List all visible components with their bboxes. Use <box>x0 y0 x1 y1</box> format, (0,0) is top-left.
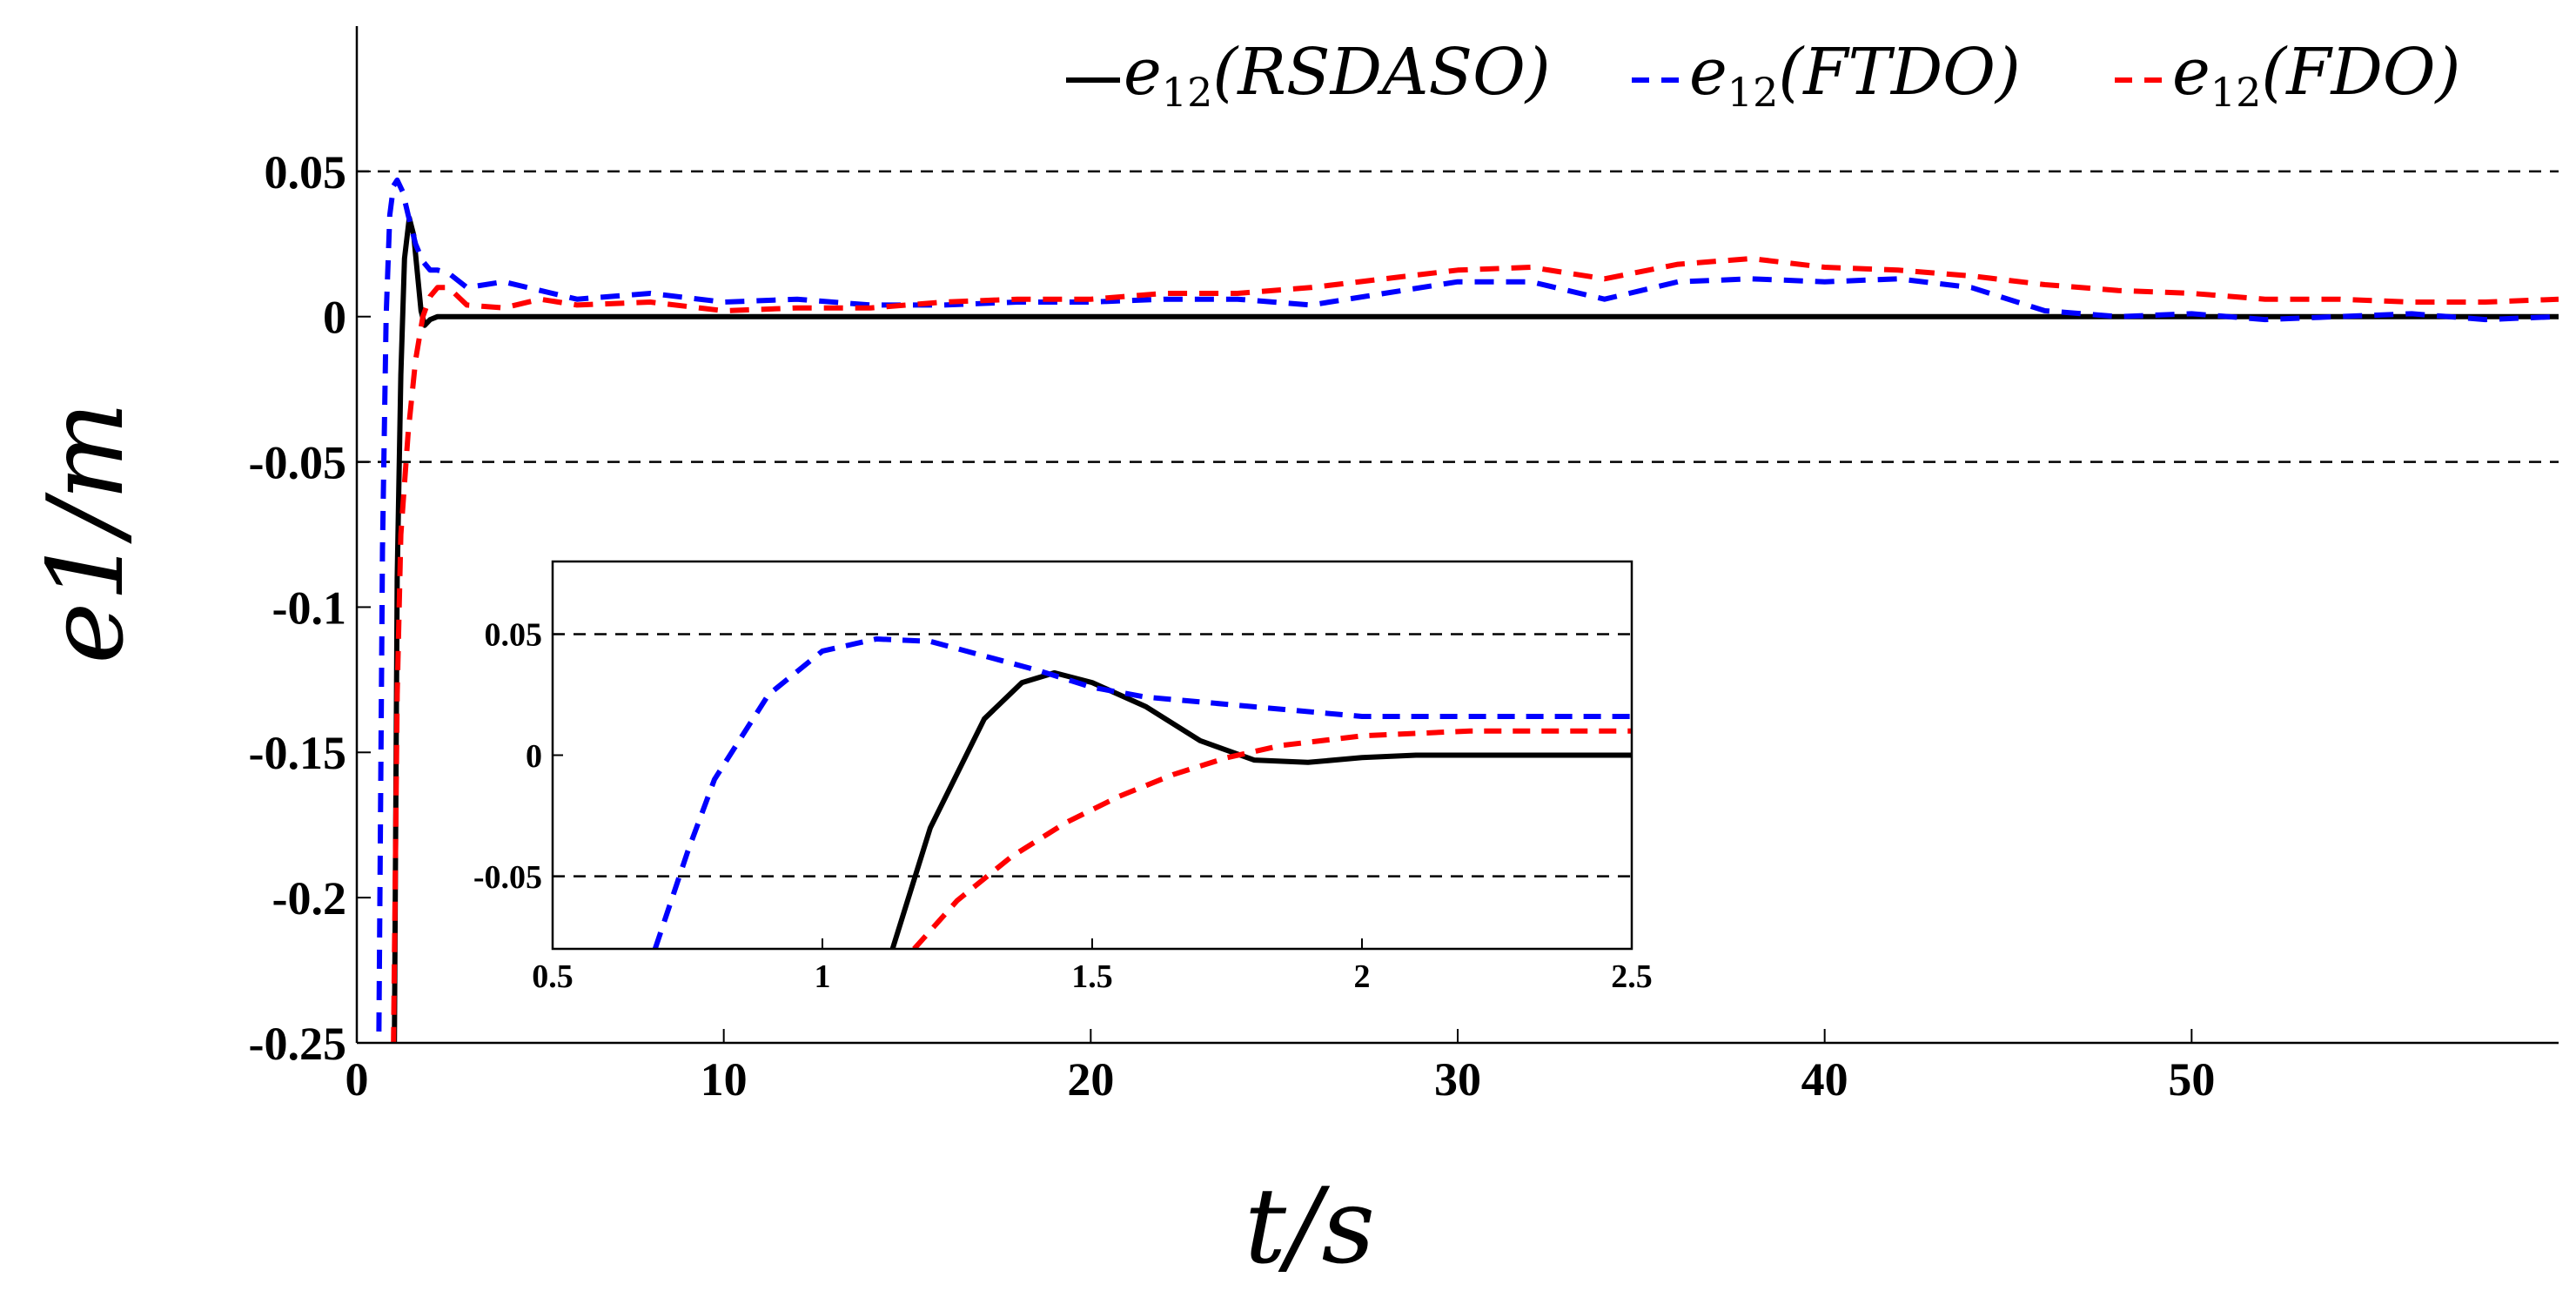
inset-series-group <box>652 636 1632 949</box>
main-x-tick-label-3: 30 <box>1434 1053 1481 1106</box>
main-series-group <box>376 177 2559 1043</box>
main-y-tick-label-0: 0.05 <box>265 146 347 198</box>
inset-series-line-2 <box>912 728 1632 949</box>
inset-x-tick-label-1: 1 <box>815 958 831 995</box>
legend-entry-0-sub: 12 <box>1162 69 1213 116</box>
main-y-tick-label-1: 0 <box>323 292 346 344</box>
legend-entry-0-main: e <box>1124 35 1162 110</box>
legend-entry-2: e12(FDO) <box>2172 35 2460 116</box>
main-series-line-2 <box>391 256 2559 1043</box>
main-y-tick-label-3: -0.1 <box>272 582 346 634</box>
inset-group: 0.5 1 1.5 2 2.5 0.05 0 -0.05 <box>473 560 1653 995</box>
legend-entry-1-sub: 12 <box>1727 69 1779 116</box>
main-y-tick-label-5: -0.2 <box>272 872 346 924</box>
legend-entry-1-main: e <box>1689 35 1727 110</box>
inset-y-tick-label-0: 0.05 <box>485 617 543 654</box>
inset-x-tick-label-0: 0.5 <box>532 958 574 995</box>
legend-entry-2-sub: 12 <box>2210 69 2262 116</box>
inset-x-tick-label-3: 2 <box>1354 958 1371 995</box>
y-axis-title: e1/m <box>26 401 147 664</box>
inset-y-tick-label-2: -0.05 <box>473 859 542 896</box>
inset-series-line-1 <box>652 636 1632 949</box>
main-y-tick-label-6: -0.25 <box>249 1018 346 1070</box>
x-axis-title: t/s <box>1244 1166 1375 1287</box>
inset-y-tick-label-1: 0 <box>526 738 542 775</box>
legend-entry-1-rest: (FTDO) <box>1778 35 2020 110</box>
inset-series-line-0 <box>889 669 1632 949</box>
main-y-tick-label-2: -0.05 <box>249 436 346 488</box>
legend-entry-0-rest: (RSDASO) <box>1212 35 1550 110</box>
legend-entry-2-rest: (FDO) <box>2261 35 2460 110</box>
main-x-tick-label-5: 50 <box>2168 1053 2215 1106</box>
main-x-tick-label-4: 40 <box>1801 1053 1848 1106</box>
main-series-line-0 <box>392 215 2559 1043</box>
legend-entry-1: e12(FTDO) <box>1689 35 2021 116</box>
main-y-tick-label-4: -0.15 <box>249 727 346 779</box>
main-x-tick-label-1: 10 <box>701 1053 748 1106</box>
inset-frame <box>551 560 1633 951</box>
inset-x-tick-label-4: 2.5 <box>1611 958 1653 995</box>
main-x-tick-label-0: 0 <box>345 1053 369 1106</box>
inset-x-tick-label-2: 1.5 <box>1071 958 1113 995</box>
legend-entry-2-main: e <box>2172 35 2210 110</box>
main-x-tick-label-2: 20 <box>1067 1053 1114 1106</box>
legend: e12(RSDASO) e12(FTDO) e12(FDO) <box>1066 35 2460 116</box>
legend-entry-0: e12(RSDASO) <box>1124 35 1551 116</box>
